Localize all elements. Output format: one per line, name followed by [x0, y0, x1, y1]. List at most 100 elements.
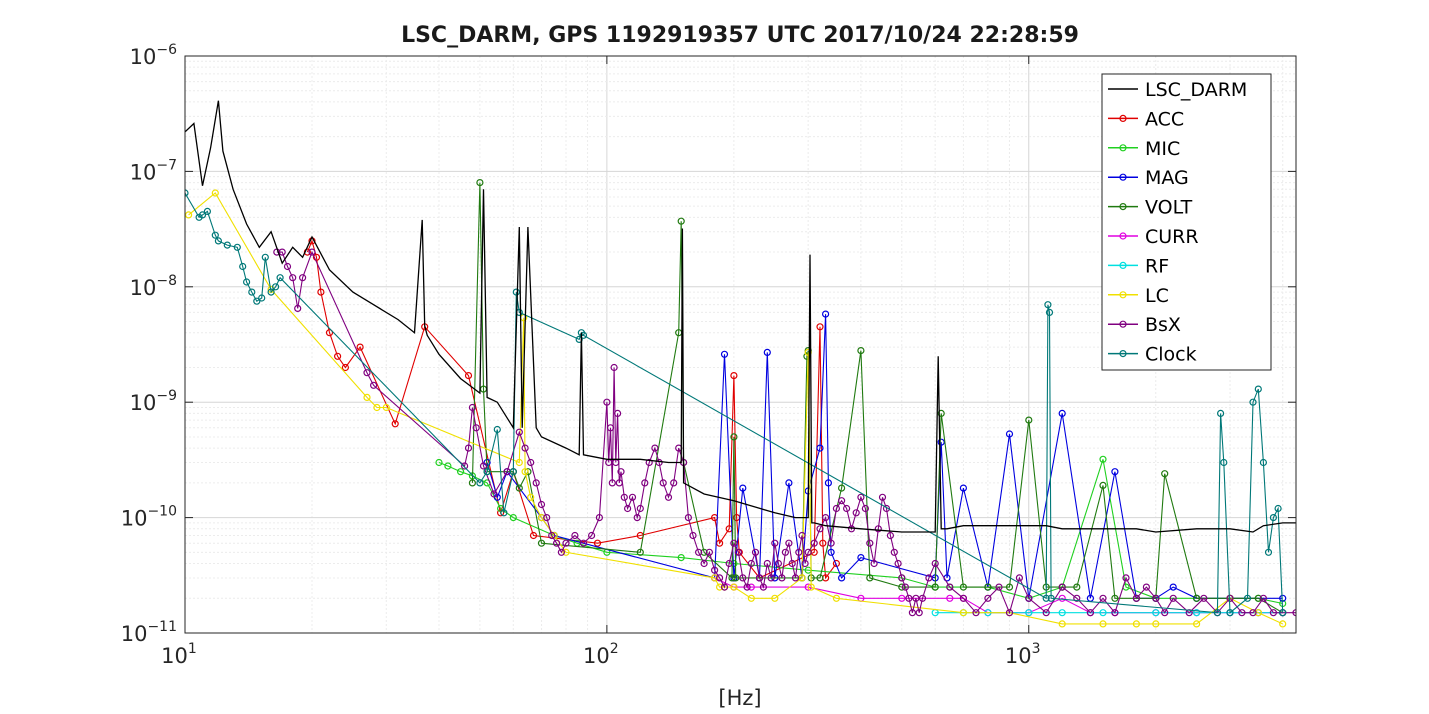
- data-point: [972, 609, 980, 617]
- data-point: [908, 609, 917, 617]
- data-point: [710, 574, 719, 582]
- data-point: [710, 566, 719, 574]
- data-point: [512, 288, 520, 296]
- data-point: [1132, 594, 1141, 602]
- data-point: [476, 179, 484, 187]
- data-point: [1073, 583, 1081, 591]
- data-point: [203, 207, 211, 215]
- data-point: [579, 539, 588, 547]
- y-tick-label: 10−7: [130, 157, 177, 184]
- legend-marker: [1119, 320, 1127, 328]
- data-point: [915, 609, 923, 617]
- data-point: [1005, 609, 1014, 617]
- data-point: [852, 509, 860, 517]
- data-point: [185, 211, 193, 219]
- data-point: [677, 553, 685, 562]
- legend-item: MIC: [1108, 138, 1180, 160]
- data-point: [261, 253, 269, 261]
- data-point: [821, 513, 830, 522]
- data-point: [684, 513, 693, 522]
- data-point: [689, 531, 697, 540]
- data-point: [705, 548, 714, 556]
- series-line: [185, 100, 1296, 533]
- data-point: [294, 304, 302, 312]
- data-point: [521, 468, 529, 476]
- data-point: [278, 248, 286, 256]
- data-point: [363, 369, 371, 377]
- series-bsx: [273, 248, 1296, 617]
- data-point: [1058, 583, 1066, 591]
- data-point: [243, 278, 251, 286]
- data-point: [730, 539, 738, 547]
- x-tick-base: 10: [1005, 644, 1032, 668]
- data-point: [509, 513, 517, 522]
- data-point: [1099, 481, 1107, 489]
- data-point: [1185, 609, 1193, 617]
- data-point: [603, 398, 611, 406]
- data-point: [239, 262, 247, 271]
- data-point: [211, 231, 219, 239]
- data-point: [995, 583, 1003, 591]
- data-point: [655, 458, 663, 467]
- data-point: [552, 539, 561, 547]
- data-point: [937, 438, 945, 446]
- data-point: [788, 559, 796, 568]
- data-point: [791, 574, 800, 582]
- data-point: [617, 468, 625, 476]
- data-point: [700, 559, 708, 568]
- data-point: [730, 372, 738, 380]
- y-tick-label: 10−8: [130, 273, 177, 300]
- data-point: [1274, 504, 1282, 513]
- data-point: [1161, 470, 1169, 478]
- data-point: [382, 403, 390, 412]
- data-point: [1044, 301, 1052, 309]
- data-point: [1042, 594, 1050, 602]
- data-point: [1086, 609, 1095, 617]
- data-point: [857, 347, 865, 355]
- data-point: [334, 352, 342, 360]
- x-tick-label: 103: [1005, 641, 1041, 668]
- data-point: [984, 583, 992, 591]
- data-point: [694, 548, 703, 556]
- data-point: [1111, 468, 1119, 476]
- data-point: [751, 548, 760, 556]
- data-point: [500, 509, 508, 517]
- data-point: [759, 583, 768, 591]
- data-point: [1099, 594, 1107, 602]
- data-point: [804, 548, 812, 556]
- data-point: [1015, 574, 1024, 582]
- legend-label: LC: [1145, 285, 1169, 307]
- data-point: [798, 531, 806, 540]
- data-point: [763, 348, 771, 356]
- data-point: [837, 574, 846, 582]
- legend-item: VOLT: [1108, 197, 1193, 219]
- series-line: [486, 314, 1283, 599]
- data-point: [1269, 609, 1278, 617]
- data-point: [613, 409, 622, 417]
- data-point: [1005, 430, 1014, 438]
- series-line: [185, 192, 1284, 614]
- y-tick-label: 10−11: [121, 619, 177, 646]
- data-point: [258, 294, 266, 302]
- data-point: [1279, 620, 1287, 628]
- data-point: [801, 559, 809, 568]
- legend-marker: [1119, 114, 1127, 123]
- data-point: [1045, 308, 1054, 316]
- data-point: [253, 297, 261, 305]
- data-point: [918, 594, 927, 602]
- data-point: [636, 504, 644, 513]
- data-point: [515, 458, 523, 467]
- data-point: [857, 493, 865, 501]
- data-point: [356, 343, 364, 351]
- data-point: [490, 490, 498, 498]
- data-point: [720, 583, 729, 591]
- data-point: [435, 458, 443, 467]
- data-point: [483, 468, 491, 476]
- data-point: [476, 479, 484, 487]
- data-point: [670, 479, 678, 487]
- data-point: [1259, 458, 1268, 467]
- data-point: [479, 462, 488, 470]
- data-point: [1216, 409, 1225, 417]
- data-point: [874, 525, 882, 533]
- x-tick-exponent: 1: [188, 641, 197, 657]
